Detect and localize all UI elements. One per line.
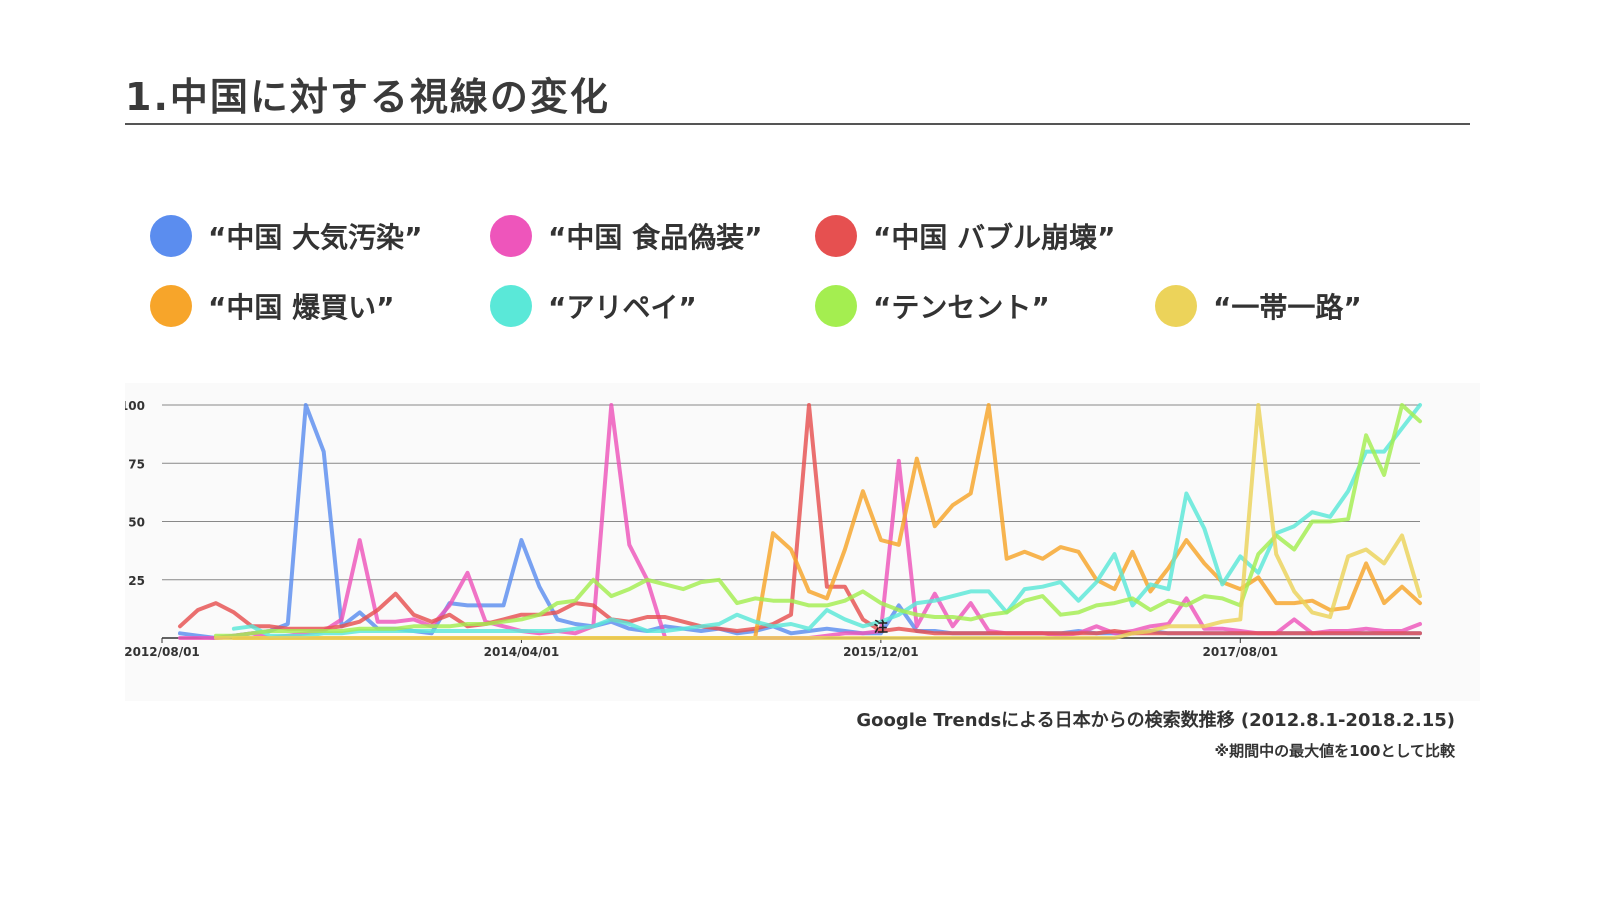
chart-legend: “中国 大気汚染” “中国 食品偽装” “中国 バブル崩壊” “中国 爆買い” “アリペ… [150,210,1470,350]
legend-swatch-icon [150,285,192,327]
page-title: 1.中国に対する視線の変化 [125,75,610,119]
series-line [178,403,1422,636]
legend-label: “テンセント” [873,291,1050,324]
legend-swatch-icon [815,285,857,327]
scale-note: ※期間中の最大値を100として比較 [1214,742,1455,760]
x-tick-label: 2017/08/01 [1203,645,1279,659]
legend-swatch-icon [490,285,532,327]
legend-item: “アリペイ” [490,280,697,332]
legend-swatch-icon [815,215,857,257]
legend-item: “テンセント” [815,280,1050,332]
trends-chart-svg: 100 75 50 25 2012/08/01 2014/04/01 2015/12/01 2… [125,399,1422,659]
series-line [213,403,1422,640]
y-tick-label: 75 [128,457,145,471]
x-tick-label: 2015/12/01 [843,645,919,659]
x-tick-label: 2012/08/01 [125,645,200,659]
legend-item: “中国 爆買い” [150,280,395,332]
legend-item: “中国 大気汚染” [150,210,423,262]
source-caption: Google Trendsによる日本からの検索数推移 (2012.8.1-201… [856,710,1455,731]
legend-swatch-icon [490,215,532,257]
legend-label: “中国 大気汚染” [208,221,423,254]
y-tick-label: 25 [128,574,145,588]
legend-label: “アリペイ” [548,291,697,324]
legend-item: “中国 食品偽装” [490,210,763,262]
x-tick-label: 2014/04/01 [484,645,560,659]
legend-label: “中国 バブル崩壊” [873,221,1116,254]
legend-swatch-icon [150,215,192,257]
series-line [231,403,1422,638]
series-line [213,403,1422,638]
legend-label: “中国 食品偽装” [548,221,763,254]
chart-annotation: 注 [874,619,888,636]
legend-label: “中国 爆買い” [208,291,395,324]
y-tick-label: 100 [125,399,145,413]
legend-item: “一帯一路” [1155,280,1362,332]
legend-item: “中国 バブル崩壊” [815,210,1116,262]
title-divider [125,123,1470,125]
legend-swatch-icon [1155,285,1197,327]
y-tick-label: 50 [128,516,145,530]
trends-chart: 100 75 50 25 2012/08/01 2014/04/01 2015/12/01 2… [125,383,1480,701]
legend-label: “一帯一路” [1213,291,1362,324]
